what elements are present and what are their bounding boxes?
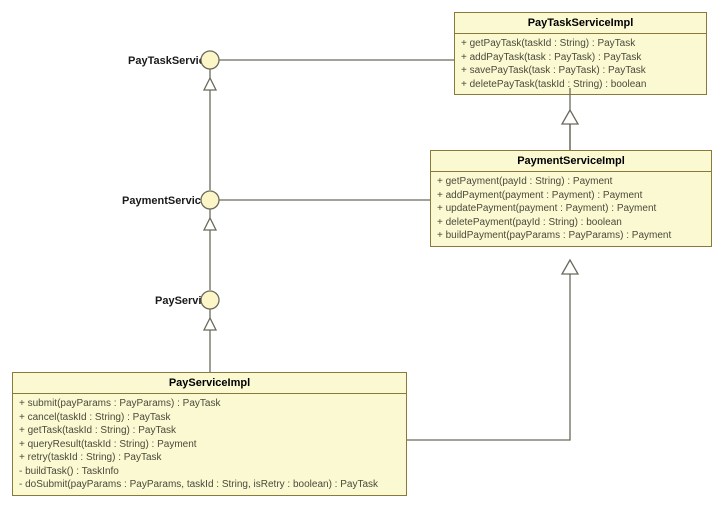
class-method: + retry(taskId : String) : PayTask — [19, 451, 400, 465]
class-method: + getPayment(payId : String) : Payment — [437, 175, 705, 189]
class-method: + updatePayment(payment : Payment) : Pay… — [437, 202, 705, 216]
class-method: + addPayTask(task : PayTask) : PayTask — [461, 51, 700, 65]
class-method: + submit(payParams : PayParams) : PayTas… — [19, 397, 400, 411]
class-method: + deletePayment(payId : String) : boolea… — [437, 216, 705, 230]
class-body: + submit(payParams : PayParams) : PayTas… — [13, 394, 406, 495]
class-method: - buildTask() : TaskInfo — [19, 465, 400, 479]
class-method: + buildPayment(payParams : PayParams) : … — [437, 229, 705, 243]
class-title: PayTaskServiceImpl — [455, 13, 706, 34]
class-method: + cancel(taskId : String) : PayTask — [19, 411, 400, 425]
class-method: + getTask(taskId : String) : PayTask — [19, 424, 400, 438]
class-method: - doSubmit(payParams : PayParams, taskId… — [19, 478, 400, 492]
class-title: PaymentServiceImpl — [431, 151, 711, 172]
class-payserviceimpl: PayServiceImpl + submit(payParams : PayP… — [12, 372, 407, 496]
interface-label-payservice: PayService — [155, 295, 214, 307]
class-body: + getPayment(payId : String) : Payment +… — [431, 172, 711, 246]
interface-label-paytaskservice: PayTaskService — [128, 55, 211, 67]
class-method: + savePayTask(task : PayTask) : PayTask — [461, 64, 700, 78]
class-method: + deletePayTask(taskId : String) : boole… — [461, 78, 700, 92]
class-title: PayServiceImpl — [13, 373, 406, 394]
class-method: + getPayTask(taskId : String) : PayTask — [461, 37, 700, 51]
class-method: + queryResult(taskId : String) : Payment — [19, 438, 400, 452]
class-paymentserviceimpl: PaymentServiceImpl + getPayment(payId : … — [430, 150, 712, 247]
class-method: + addPayment(payment : Payment) : Paymen… — [437, 189, 705, 203]
class-paytaskserviceimpl: PayTaskServiceImpl + getPayTask(taskId :… — [454, 12, 707, 95]
interface-label-paymentservice: PaymentService — [122, 195, 207, 207]
class-body: + getPayTask(taskId : String) : PayTask … — [455, 34, 706, 94]
